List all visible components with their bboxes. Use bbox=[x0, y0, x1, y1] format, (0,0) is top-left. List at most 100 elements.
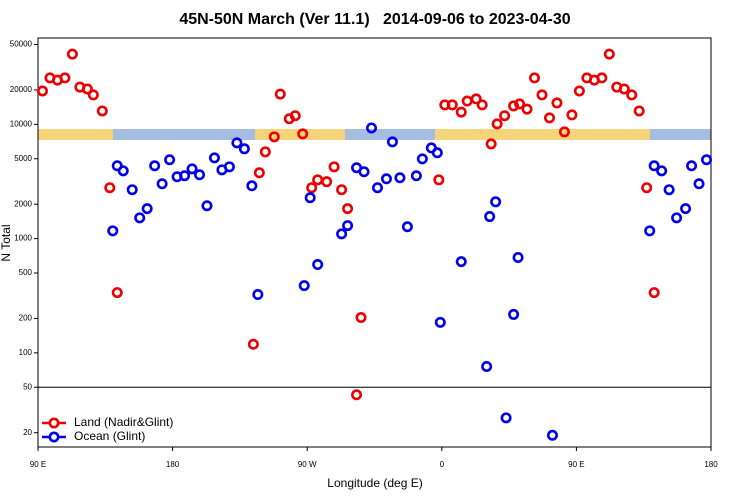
point bbox=[546, 429, 558, 441]
point bbox=[434, 316, 446, 328]
chart-title: 45N-50N March (Ver 11.1) 2014-09-06 to 2… bbox=[179, 11, 570, 28]
point bbox=[573, 85, 585, 97]
point bbox=[663, 184, 675, 196]
point bbox=[680, 203, 692, 215]
point bbox=[336, 184, 348, 196]
point bbox=[59, 72, 71, 84]
point bbox=[358, 166, 370, 178]
point bbox=[194, 169, 206, 181]
point bbox=[179, 170, 191, 182]
x-tick-label: 180 bbox=[704, 460, 718, 469]
point bbox=[141, 203, 153, 215]
point bbox=[107, 225, 119, 237]
point bbox=[149, 160, 161, 172]
point bbox=[644, 225, 656, 237]
point bbox=[394, 172, 406, 184]
point bbox=[596, 72, 608, 84]
point bbox=[247, 338, 259, 350]
ocean-strip bbox=[650, 129, 711, 140]
point bbox=[96, 105, 108, 117]
point bbox=[306, 182, 318, 194]
y-tick-label: 5000 bbox=[14, 154, 32, 163]
y-tick-label: 20000 bbox=[10, 85, 33, 94]
point bbox=[259, 146, 271, 158]
point bbox=[268, 131, 280, 143]
point bbox=[433, 174, 445, 186]
legend-marker bbox=[48, 431, 60, 443]
point bbox=[410, 170, 422, 182]
point bbox=[508, 100, 520, 112]
point bbox=[351, 389, 363, 401]
x-tick-label: 90 W bbox=[298, 460, 317, 469]
point bbox=[81, 83, 93, 95]
point bbox=[648, 287, 660, 299]
point bbox=[626, 89, 638, 101]
point bbox=[342, 203, 354, 215]
point bbox=[485, 138, 497, 150]
x-tick-label: 0 bbox=[440, 460, 445, 469]
point bbox=[470, 93, 482, 105]
legend-label: Ocean (Glint) bbox=[74, 429, 145, 443]
ocean-strip bbox=[345, 129, 435, 140]
point bbox=[66, 48, 78, 60]
point bbox=[304, 192, 316, 204]
point bbox=[117, 165, 129, 177]
series bbox=[107, 122, 713, 441]
point bbox=[603, 48, 615, 60]
point bbox=[551, 97, 563, 109]
point bbox=[490, 196, 502, 208]
series bbox=[36, 48, 660, 401]
point bbox=[401, 221, 413, 233]
point bbox=[618, 83, 630, 95]
y-tick-label: 500 bbox=[19, 268, 33, 277]
point bbox=[558, 126, 570, 138]
point bbox=[298, 280, 310, 292]
y-tick-label: 1000 bbox=[14, 234, 32, 243]
legend: Land (Nadir&Glint)Ocean (Glint) bbox=[42, 415, 173, 443]
point bbox=[252, 289, 264, 301]
y-tick-label: 200 bbox=[19, 314, 33, 323]
point bbox=[355, 311, 367, 323]
point bbox=[289, 110, 301, 122]
point bbox=[111, 287, 123, 299]
point bbox=[104, 182, 116, 194]
point bbox=[253, 167, 265, 179]
y-tick-label: 2000 bbox=[14, 199, 32, 208]
point bbox=[380, 173, 392, 185]
point bbox=[164, 154, 176, 166]
point bbox=[231, 137, 243, 149]
point bbox=[246, 180, 258, 192]
y-tick-label: 10000 bbox=[10, 119, 33, 128]
point bbox=[521, 103, 533, 115]
point bbox=[321, 176, 333, 188]
point bbox=[36, 85, 48, 97]
point bbox=[656, 165, 668, 177]
point bbox=[386, 136, 398, 148]
y-tick-label: 50 bbox=[23, 382, 32, 391]
point bbox=[134, 212, 146, 224]
legend-label: Land (Nadir&Glint) bbox=[74, 415, 173, 429]
point bbox=[431, 147, 443, 159]
y-tick-label: 20 bbox=[23, 428, 32, 437]
surface-strip bbox=[38, 129, 711, 140]
point bbox=[87, 89, 99, 101]
point bbox=[312, 259, 324, 271]
point bbox=[223, 161, 235, 173]
point bbox=[701, 154, 713, 166]
point bbox=[455, 256, 467, 268]
y-axis-label: N Total bbox=[0, 224, 13, 261]
land-strip bbox=[38, 129, 113, 140]
point bbox=[446, 99, 458, 111]
point bbox=[371, 182, 383, 194]
x-tick-label: 90 E bbox=[568, 460, 584, 469]
point bbox=[543, 112, 555, 124]
point bbox=[481, 360, 493, 372]
point bbox=[484, 211, 496, 223]
point bbox=[201, 200, 213, 212]
point bbox=[416, 153, 428, 165]
point bbox=[274, 88, 286, 100]
y-tick-label: 100 bbox=[19, 348, 33, 357]
point bbox=[455, 106, 467, 118]
